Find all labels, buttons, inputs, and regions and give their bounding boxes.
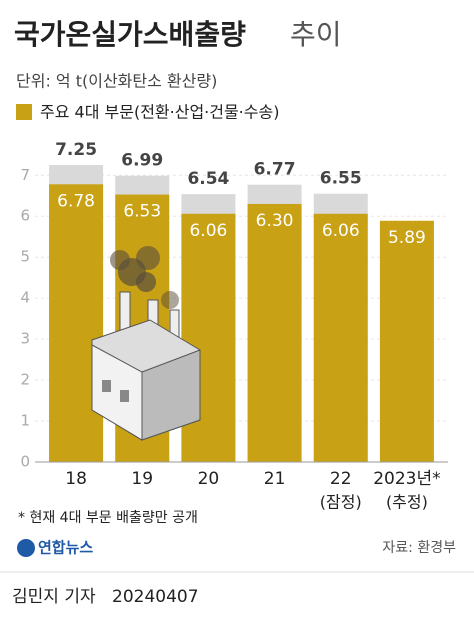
y-tick-label: 0 (20, 453, 30, 471)
chart-title-light: 추이 (290, 18, 342, 51)
y-tick-label: 4 (20, 289, 30, 307)
bar (313, 213, 368, 462)
legend-label: 주요 4대 부문(전환·산업·건물·수송) (40, 103, 279, 122)
x-tick-label: 21 (264, 469, 286, 489)
date: 20240407 (112, 587, 199, 607)
y-tick-label: 5 (20, 248, 30, 266)
value-label: 5.89 (388, 228, 426, 248)
value-label: 6.06 (189, 221, 227, 241)
value-label: 6.30 (256, 211, 294, 231)
byline: 김민지 기자 (12, 587, 96, 607)
x-tick-label: 2023년* (373, 469, 440, 489)
x-tick-label: 18 (65, 469, 87, 489)
logo: 연합뉴스 (38, 539, 93, 557)
value-label: 6.53 (123, 202, 161, 222)
y-tick-label: 6 (20, 207, 30, 225)
bar (181, 213, 236, 462)
legend-swatch (16, 104, 32, 120)
y-tick-label: 3 (20, 330, 30, 348)
bar (49, 184, 104, 462)
value-label: 6.54 (187, 169, 229, 189)
value-label: 6.77 (254, 160, 296, 180)
x-tick-note: (잠정) (320, 493, 362, 512)
x-tick-label: 19 (131, 469, 153, 489)
subtitle: 단위: 억 t(이산화탄소 환산량) (16, 72, 217, 91)
footnote: * 현재 4대 부문 배출량만 공개 (18, 510, 198, 526)
factory-illustration (91, 246, 201, 441)
bar (379, 220, 434, 462)
y-tick-label: 1 (20, 412, 30, 430)
y-tick-label: 7 (20, 166, 30, 184)
x-tick-label: 22 (330, 469, 352, 489)
bar (247, 203, 302, 462)
source: 자료: 환경부 (382, 540, 456, 556)
logo-icon (17, 539, 35, 557)
value-label: 6.06 (322, 221, 360, 241)
chart-title: 국가온실가스배출량 (14, 18, 246, 51)
value-label: 7.25 (55, 140, 97, 160)
y-tick-label: 2 (20, 371, 30, 389)
value-label: 6.78 (57, 191, 95, 211)
value-label: 6.55 (320, 169, 362, 189)
x-tick-label: 20 (198, 469, 220, 489)
value-label: 6.99 (121, 151, 163, 171)
x-tick-note: (추정) (386, 493, 428, 512)
